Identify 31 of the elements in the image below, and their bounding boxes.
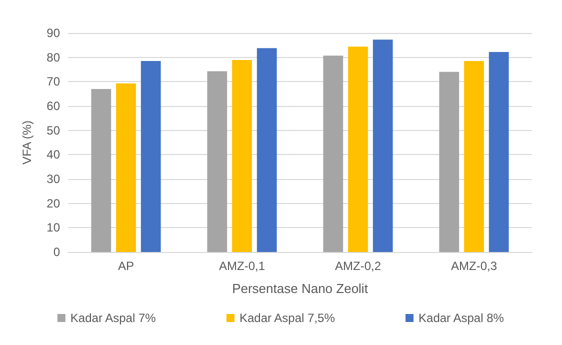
- bar: [207, 71, 228, 252]
- legend-label: Kadar Aspal 7%: [70, 311, 156, 325]
- bar: [348, 46, 368, 252]
- y-tick-label: 70: [46, 74, 60, 89]
- x-tick-label: AP: [118, 259, 134, 273]
- legend-label: Kadar Aspal 7,5%: [239, 311, 336, 325]
- y-tick-label: 60: [46, 99, 60, 113]
- bar: [140, 60, 161, 252]
- bar: [372, 40, 393, 252]
- bar: [464, 60, 484, 252]
- x-tick-label: AMZ-0,2: [334, 259, 382, 273]
- y-tick-label: 50: [46, 123, 60, 138]
- y-tick-label: 10: [46, 220, 60, 235]
- x-axis-title: Persentase Nano Zeolit: [232, 281, 368, 296]
- bar: [116, 83, 136, 252]
- bar: [91, 88, 112, 252]
- y-tick-label: 40: [46, 148, 60, 162]
- x-tick-label: AMZ-0,1: [218, 259, 266, 273]
- bar: [256, 48, 277, 252]
- y-tick-label: 30: [46, 172, 60, 186]
- bar: [232, 60, 252, 252]
- y-tick-label: 20: [46, 196, 60, 210]
- y-axis-title: VFA (%): [20, 120, 34, 165]
- bar: [323, 56, 344, 252]
- y-tick-label: 80: [46, 50, 60, 64]
- bar: [439, 72, 460, 252]
- legend-label: Kadar Aspal 8%: [418, 311, 504, 325]
- y-tick-label: 0: [53, 245, 60, 259]
- y-tick-label: 90: [46, 26, 60, 40]
- bar: [488, 52, 509, 252]
- x-tick-label: AMZ-0,3: [450, 259, 498, 273]
